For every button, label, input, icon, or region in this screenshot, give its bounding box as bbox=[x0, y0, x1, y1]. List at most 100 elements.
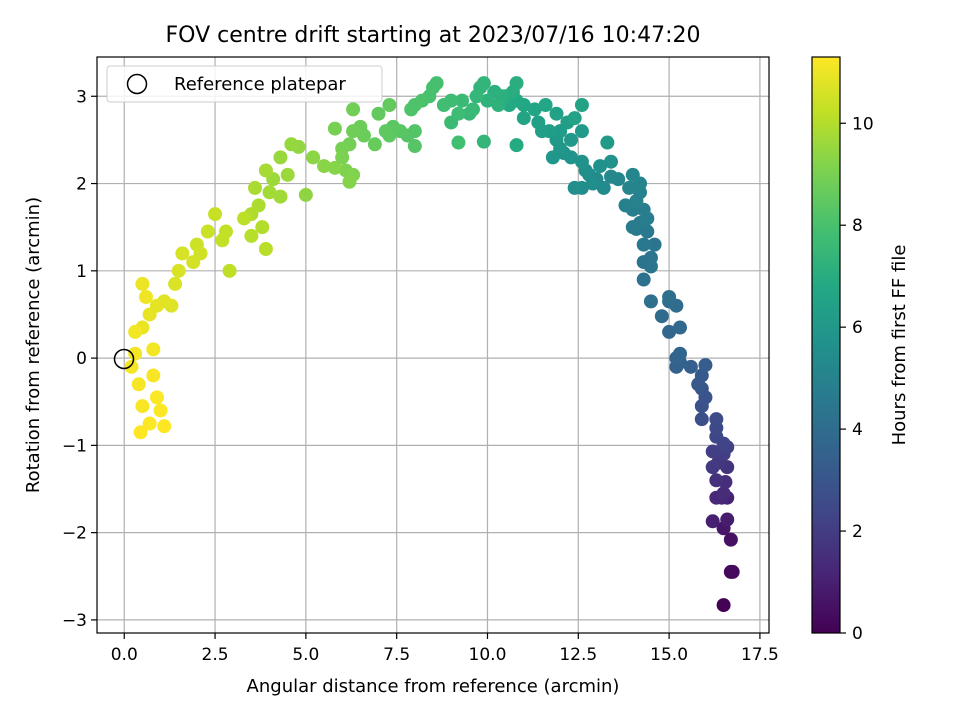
x-tick-label: 17.5 bbox=[741, 645, 779, 665]
data-point bbox=[531, 115, 546, 130]
x-tick-label: 10.0 bbox=[469, 645, 507, 665]
colorbar-ticks: 0 2 4 6 8 10 bbox=[840, 114, 874, 644]
data-point bbox=[436, 98, 451, 112]
data-point bbox=[593, 159, 608, 174]
data-point bbox=[480, 93, 495, 108]
colorbar-tick-label: 0 bbox=[852, 624, 863, 644]
data-point bbox=[564, 132, 579, 147]
data-point bbox=[124, 359, 139, 374]
data-point bbox=[346, 102, 361, 117]
data-point bbox=[258, 242, 273, 256]
data-point bbox=[643, 250, 658, 265]
data-point bbox=[720, 512, 735, 527]
legend: Reference platepar bbox=[106, 65, 383, 103]
data-point bbox=[248, 180, 263, 195]
colorbar-tick-label: 10 bbox=[852, 114, 874, 134]
x-tick-label: 5.0 bbox=[292, 645, 319, 665]
data-point bbox=[647, 237, 662, 252]
data-point bbox=[157, 419, 172, 434]
x-axis: 0.0 2.5 5.0 7.5 10.0 12.5 15.0 17.5 bbox=[111, 633, 779, 665]
data-point bbox=[662, 290, 677, 304]
data-point bbox=[725, 564, 740, 579]
grid-lines bbox=[97, 57, 769, 633]
data-point bbox=[585, 176, 600, 191]
data-point bbox=[451, 135, 466, 150]
data-point bbox=[509, 76, 524, 91]
data-point bbox=[149, 390, 164, 405]
data-point bbox=[567, 180, 582, 195]
data-point bbox=[407, 139, 422, 154]
data-point bbox=[625, 167, 640, 182]
x-tick-label: 7.5 bbox=[383, 645, 410, 665]
y-tick-label: −2 bbox=[62, 524, 87, 544]
data-point bbox=[549, 106, 564, 121]
data-point bbox=[317, 159, 332, 174]
data-point bbox=[603, 154, 618, 169]
data-point bbox=[284, 137, 299, 152]
y-tick-label: 0 bbox=[76, 349, 87, 369]
x-axis-label: Angular distance from reference (arcmin) bbox=[247, 676, 620, 697]
colorbar-tick-label: 6 bbox=[852, 318, 863, 338]
y-tick-label: −3 bbox=[62, 611, 87, 631]
data-point bbox=[371, 106, 386, 121]
chart-title: FOV centre drift starting at 2023/07/16 … bbox=[166, 23, 701, 48]
y-axis-label: Rotation from reference (arcmin) bbox=[23, 197, 44, 493]
y-tick-label: 1 bbox=[76, 262, 87, 282]
data-point bbox=[335, 150, 350, 165]
data-point bbox=[153, 403, 168, 418]
data-point bbox=[346, 124, 361, 139]
data-point bbox=[716, 486, 731, 501]
data-point bbox=[327, 160, 342, 175]
data-point bbox=[175, 246, 190, 261]
data-point bbox=[342, 174, 357, 189]
data-point bbox=[662, 324, 677, 339]
data-point bbox=[618, 198, 633, 213]
x-tick-label: 0.0 bbox=[111, 645, 138, 665]
colorbar-tick-label: 2 bbox=[852, 522, 863, 542]
data-point bbox=[378, 124, 393, 139]
data-point bbox=[306, 150, 321, 165]
legend-label: Reference platepar bbox=[174, 74, 346, 95]
data-point bbox=[244, 228, 259, 243]
data-point bbox=[705, 460, 720, 475]
data-point bbox=[367, 137, 382, 152]
data-point bbox=[237, 211, 252, 226]
data-point bbox=[527, 102, 542, 117]
plot-frame bbox=[96, 56, 770, 634]
data-point bbox=[673, 320, 688, 335]
data-point bbox=[476, 76, 491, 91]
data-point bbox=[168, 276, 183, 291]
data-point bbox=[128, 346, 143, 361]
data-point bbox=[135, 276, 150, 291]
y-tick-label: 3 bbox=[76, 87, 87, 107]
legend-box bbox=[106, 65, 383, 103]
data-point bbox=[215, 233, 230, 248]
colorbar-label: Hours from first FF file bbox=[889, 245, 910, 446]
data-point bbox=[455, 93, 470, 108]
x-tick-label: 2.5 bbox=[202, 645, 229, 665]
data-point bbox=[603, 169, 618, 184]
data-point bbox=[516, 111, 531, 126]
data-point bbox=[705, 444, 720, 459]
y-tick-label: −1 bbox=[62, 436, 87, 456]
data-point bbox=[654, 309, 669, 324]
data-point bbox=[596, 180, 611, 195]
data-point bbox=[258, 163, 273, 178]
data-point bbox=[133, 425, 148, 440]
data-point bbox=[723, 532, 738, 547]
data-point bbox=[146, 368, 161, 383]
data-points bbox=[124, 76, 740, 613]
data-point bbox=[200, 224, 215, 239]
data-point bbox=[327, 121, 342, 136]
data-point bbox=[716, 598, 731, 613]
data-point bbox=[131, 377, 146, 392]
data-point bbox=[298, 187, 313, 202]
data-point bbox=[698, 358, 713, 373]
data-point bbox=[509, 138, 524, 153]
colorbar-tick-label: 8 bbox=[852, 216, 863, 236]
data-point bbox=[574, 98, 589, 112]
data-point bbox=[538, 98, 553, 112]
data-point bbox=[139, 290, 154, 304]
data-point bbox=[673, 346, 688, 361]
data-point bbox=[574, 124, 589, 139]
